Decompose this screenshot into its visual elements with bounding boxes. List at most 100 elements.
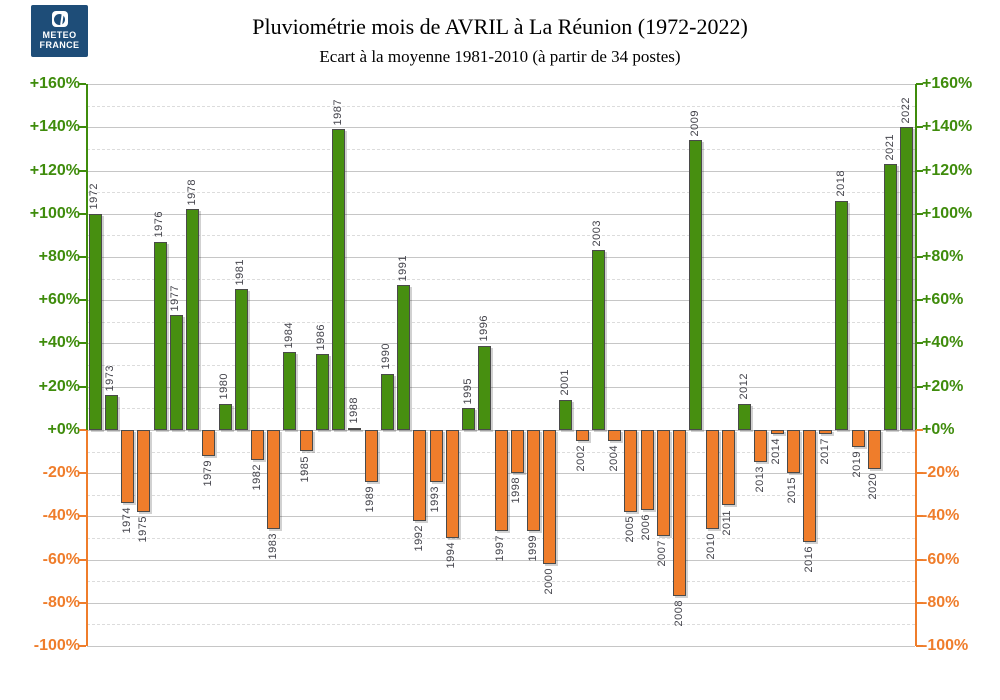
gridline-30 — [87, 365, 915, 366]
bar-1994 — [445, 429, 459, 538]
bar-label-1984: 1984 — [282, 321, 295, 348]
tick-label-right-80: +80% — [922, 247, 964, 265]
gridline-50 — [87, 321, 915, 323]
bar-label-2015: 2015 — [786, 477, 799, 504]
bar-1997 — [494, 429, 508, 532]
bar-2022 — [900, 127, 914, 430]
gridline-160 — [87, 84, 915, 85]
bar-2021 — [884, 164, 898, 430]
bar-label-1974: 1974 — [120, 507, 133, 534]
gridline-130 — [87, 148, 915, 150]
gridline--80 — [87, 602, 915, 604]
y-axis-line-positive — [86, 84, 88, 430]
tick-mark-left-100 — [79, 212, 86, 215]
bar-2015 — [786, 429, 800, 473]
bar-label-1987: 1987 — [331, 98, 344, 126]
bar-1979 — [202, 429, 216, 456]
tick-mark-left-80 — [79, 255, 86, 258]
bar-1977 — [169, 315, 183, 430]
bar-label-2020: 2020 — [867, 472, 880, 500]
bar-label-1978: 1978 — [185, 178, 198, 206]
bar-label-1988: 1988 — [347, 397, 360, 424]
tick-mark-right-80 — [916, 255, 923, 258]
tick-label-right-160: +160% — [922, 75, 973, 92]
y-axis-line-negative — [86, 429, 88, 646]
bar-1985 — [299, 429, 313, 452]
bar-label-2012: 2012 — [737, 373, 750, 400]
bar-2010 — [705, 429, 719, 530]
bar-1990 — [380, 373, 394, 430]
bar-label-2000: 2000 — [542, 567, 555, 595]
bar-label-1977: 1977 — [169, 284, 182, 312]
bar-1999 — [527, 429, 540, 532]
bar-label-1980: 1980 — [218, 373, 230, 400]
tick-mark-left-40 — [79, 342, 86, 345]
logo-line2: FRANCE — [39, 40, 80, 50]
bar-1988 — [348, 427, 362, 430]
bar-2014 — [770, 429, 784, 435]
tick-label-right-60: +60% — [922, 291, 964, 309]
gridline-70 — [87, 278, 915, 280]
plot-area: 1972 1973 1974 1975 1976 1977 1978 1979 1980 1981… — [86, 84, 917, 647]
tick-mark-left--60 — [79, 558, 86, 561]
tick-label-left-120: +120% — [29, 161, 80, 179]
bar-label-2019: 2019 — [851, 451, 864, 478]
gridline-100 — [87, 213, 915, 215]
bar-label-1996: 1996 — [477, 315, 490, 342]
tick-mark-left-160 — [79, 83, 86, 85]
bar-label-1973: 1973 — [104, 364, 117, 392]
tick-label-right--40: -40% — [922, 507, 960, 525]
tick-label-right-120: +120% — [922, 161, 973, 179]
gridline-120 — [87, 170, 915, 172]
tick-label-left--80: -80% — [42, 593, 80, 611]
bar-2012 — [738, 403, 751, 430]
bar-2020 — [867, 429, 881, 469]
bar-1992 — [413, 429, 427, 521]
bar-1986 — [315, 354, 329, 430]
tick-mark-right-140 — [916, 126, 923, 129]
bar-2008 — [673, 429, 687, 597]
bar-label-2011: 2011 — [721, 509, 734, 536]
tick-mark-right-0 — [916, 428, 923, 431]
bar-1991 — [397, 285, 411, 430]
bar-1974 — [121, 429, 135, 504]
meteo-france-logo: METEO FRANCE — [31, 5, 88, 57]
bar-2007 — [656, 429, 670, 536]
tick-mark-left--100 — [79, 645, 86, 647]
bar-label-1992: 1992 — [412, 524, 425, 552]
tick-label-left-20: +20% — [38, 377, 80, 395]
gridline-40 — [87, 343, 915, 345]
bar-label-1975: 1975 — [136, 516, 149, 543]
bar-2000 — [543, 429, 557, 564]
chart-title: Pluviométrie mois de AVRIL à La Réunion … — [252, 14, 748, 39]
bar-1972 — [88, 213, 102, 430]
bar-1996 — [478, 345, 492, 430]
bar-label-1998: 1998 — [510, 477, 523, 504]
tick-label-right-40: +40% — [922, 334, 964, 352]
tick-mark-left-60 — [79, 299, 86, 302]
bar-2004 — [608, 429, 622, 441]
bar-label-1972: 1972 — [88, 183, 101, 210]
tick-mark-left-20 — [79, 385, 86, 388]
bar-2011 — [721, 429, 735, 506]
bar-label-2008: 2008 — [672, 600, 685, 627]
bar-label-1990: 1990 — [380, 343, 393, 370]
tick-label-right-100: +100% — [922, 204, 973, 222]
tick-label-left-0: +0% — [47, 420, 80, 438]
bar-1976 — [153, 241, 167, 430]
bar-2018 — [835, 200, 849, 430]
bar-1984 — [283, 352, 297, 430]
gridline--90 — [87, 624, 915, 626]
gridline--70 — [87, 581, 915, 583]
bar-label-2002: 2002 — [575, 444, 588, 472]
gridline-60 — [87, 300, 915, 302]
bar-label-2006: 2006 — [640, 513, 653, 541]
tick-mark-right--40 — [916, 515, 923, 518]
bar-label-1994: 1994 — [445, 541, 458, 569]
bar-label-1999: 1999 — [526, 535, 539, 562]
logo-line1: METEO — [42, 30, 77, 40]
tick-mark-left-0 — [79, 428, 86, 431]
bar-2017 — [819, 429, 833, 435]
bar-label-2022: 2022 — [899, 96, 912, 124]
bar-2003 — [591, 250, 605, 430]
